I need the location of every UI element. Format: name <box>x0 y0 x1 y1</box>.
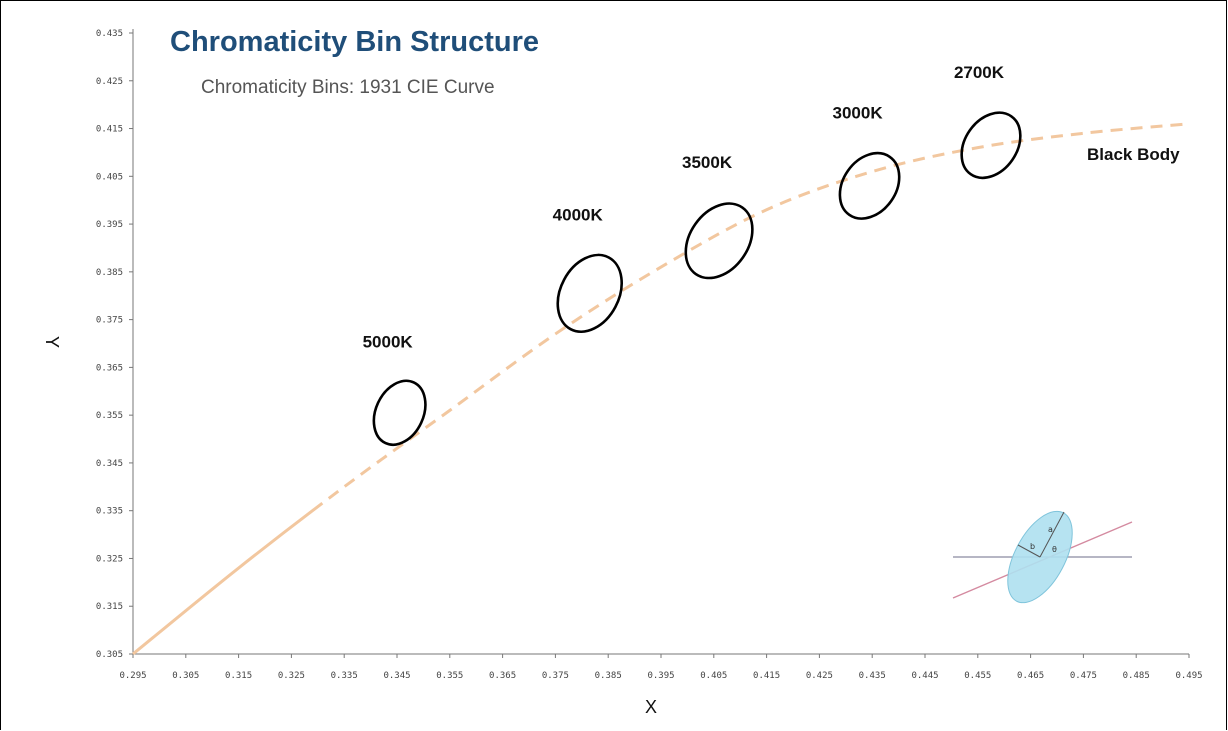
bin-geometry-inset: a b θ <box>952 510 1133 604</box>
series-label-black-body: Black Body <box>1087 145 1180 164</box>
bin-label-2700k: 2700K <box>954 63 1005 82</box>
y-tick-label: 0.305 <box>96 650 123 660</box>
y-tick-label: 0.395 <box>96 220 123 230</box>
chart-subtitle: Chromaticity Bins: 1931 CIE Curve <box>201 77 495 98</box>
chart-title: Chromaticity Bin Structure <box>170 26 539 58</box>
x-tick-label: 0.435 <box>859 671 886 681</box>
x-tick-label: 0.345 <box>383 671 410 681</box>
inset-minor-axis <box>1017 544 1041 558</box>
x-tick-label: 0.385 <box>595 671 622 681</box>
y-tick-label: 0.405 <box>96 172 123 182</box>
x-tick-label: 0.485 <box>1123 671 1150 681</box>
y-tick-label: 0.415 <box>96 125 123 135</box>
inset-label-b: b <box>1030 542 1035 551</box>
x-tick-label: 0.425 <box>806 671 833 681</box>
x-tick-label: 0.325 <box>278 671 305 681</box>
bin-ellipses <box>372 111 1022 446</box>
y-tick-label: 0.435 <box>96 29 123 39</box>
x-tick-label: 0.405 <box>700 671 727 681</box>
x-tick-label: 0.305 <box>172 671 199 681</box>
x-tick-label: 0.335 <box>331 671 358 681</box>
x-tick-label: 0.395 <box>647 671 674 681</box>
x-tick-label: 0.355 <box>436 671 463 681</box>
inset-label-a: a <box>1048 525 1053 534</box>
y-tick-label: 0.325 <box>96 554 123 564</box>
y-tick-label: 0.335 <box>96 507 123 517</box>
bin-ellipse-3500k <box>684 202 754 280</box>
x-tick-label: 0.465 <box>1017 671 1044 681</box>
inset-label-theta: θ <box>1052 545 1057 554</box>
x-tick-label: 0.475 <box>1070 671 1097 681</box>
y-tick-label: 0.365 <box>96 363 123 373</box>
y-tick-label: 0.375 <box>96 316 123 326</box>
x-tick-label: 0.365 <box>489 671 516 681</box>
x-tick-label: 0.415 <box>753 671 780 681</box>
bin-labels: 5000K 4000K 3500K 3000K 2700K <box>363 63 1005 351</box>
y-tick-label: 0.315 <box>96 602 123 612</box>
series-line-black-body <box>132 122 1190 656</box>
bin-label-3000k: 3000K <box>833 104 884 123</box>
x-axis-label: X <box>645 697 657 717</box>
x-tick-label: 0.375 <box>542 671 569 681</box>
bin-label-5000k: 5000K <box>363 332 414 351</box>
y-tick-label: 0.345 <box>96 459 123 469</box>
inset-major-axis <box>1039 511 1065 558</box>
x-tick-label: 0.495 <box>1175 671 1202 681</box>
bin-ellipse-4000k <box>556 253 623 333</box>
y-axis: 0.305 0.315 0.325 0.335 0.345 0.355 0.365 0.375… <box>96 29 134 660</box>
bin-ellipse-3000k <box>838 151 901 220</box>
y-tick-label: 0.425 <box>96 77 123 87</box>
x-tick-label: 0.455 <box>964 671 991 681</box>
x-axis: 0.295 0.305 0.315 0.325 0.335 0.345 0.355 0.365… <box>119 653 1203 681</box>
x-tick-label: 0.315 <box>225 671 252 681</box>
bin-label-4000k: 4000K <box>553 206 604 225</box>
y-tick-label: 0.355 <box>96 411 123 421</box>
x-tick-label: 0.295 <box>119 671 146 681</box>
y-axis-label: Y <box>42 336 62 348</box>
bin-ellipse-5000k <box>372 379 427 446</box>
bin-label-3500k: 3500K <box>682 153 733 172</box>
x-tick-label: 0.445 <box>911 671 938 681</box>
y-tick-label: 0.385 <box>96 268 123 278</box>
bin-ellipse-2700k <box>960 111 1022 180</box>
